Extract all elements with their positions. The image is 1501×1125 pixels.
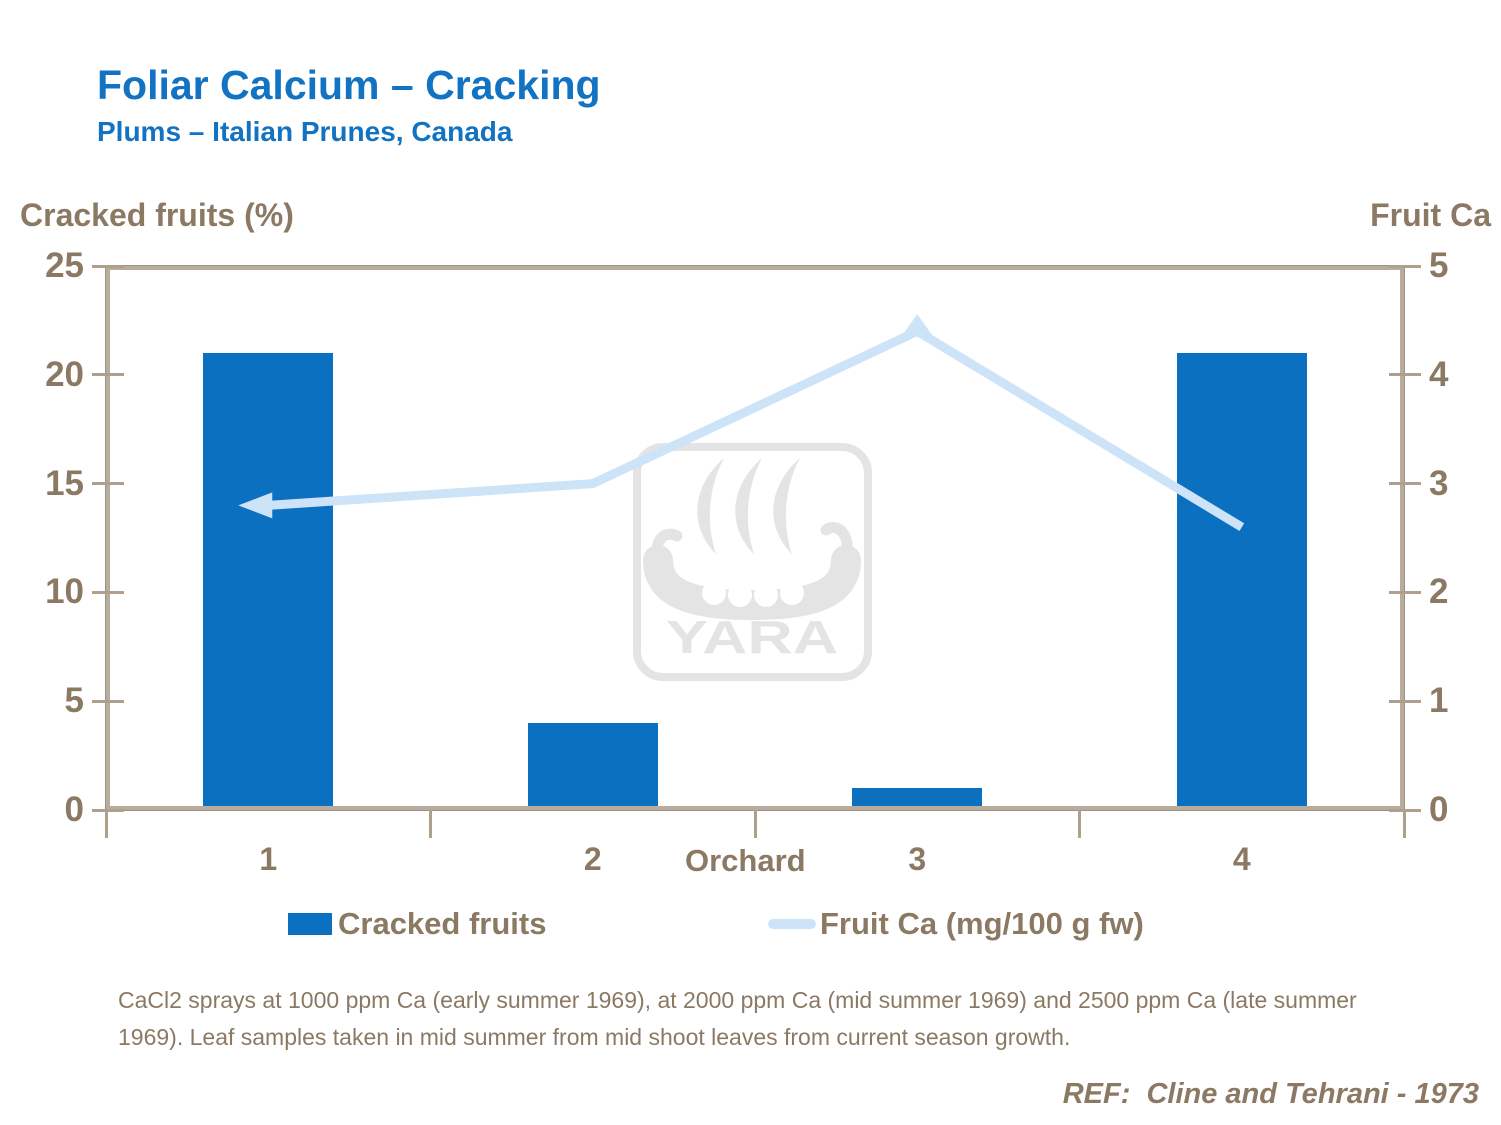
page-title: Foliar Calcium – Cracking <box>97 62 601 108</box>
page-subtitle: Plums – Italian Prunes, Canada <box>97 116 513 147</box>
left-axis-tick <box>92 482 124 486</box>
x-axis-category-label: 4 <box>1232 841 1251 877</box>
bar-orchard-3 <box>852 788 983 810</box>
reference: REF: Cline and Tehrani - 1973 <box>1062 1078 1479 1110</box>
right-axis-tick-label: 2 <box>1429 572 1449 612</box>
bar-orchard-4 <box>1176 353 1307 810</box>
line-peak-marker <box>902 314 933 336</box>
right-axis-tick <box>1389 590 1421 594</box>
x-axis-tick <box>429 810 432 838</box>
fruit-ca-line-layer <box>238 314 1245 531</box>
left-axis-tick <box>92 699 124 703</box>
right-axis-tick-label: 5 <box>1429 246 1449 285</box>
x-axis-category-label: 2 <box>583 841 602 877</box>
right-axis-tick-label: 3 <box>1429 463 1449 503</box>
right-axis-tick <box>1389 482 1421 486</box>
yara-watermark: YARA <box>633 443 872 681</box>
x-axis-tick <box>104 810 108 838</box>
fruit-ca-line <box>267 326 1245 531</box>
fruit-ca-line-swatch <box>768 919 816 929</box>
cracked-fruits-swatch <box>288 913 332 935</box>
x-axis-category-label: 1 <box>259 841 278 877</box>
plot-area: YARA <box>106 266 1404 810</box>
left-axis-tick-label: 15 <box>45 463 84 503</box>
legend-item-cracked-fruits: Cracked fruits <box>288 906 546 942</box>
x-axis-category-label: 3 <box>908 841 927 877</box>
viking-ship-icon <box>643 458 861 621</box>
right-axis-title: Fruit Ca <box>1370 197 1491 233</box>
legend-label-fruit-ca: Fruit Ca (mg/100 g fw) <box>820 906 1144 941</box>
x-axis-title: Orchard <box>685 843 806 878</box>
right-axis-tick <box>1389 699 1421 703</box>
footnote: CaCl2 sprays at 1000 ppm Ca (early summe… <box>118 987 1357 1050</box>
left-axis-tick-label: 0 <box>64 790 84 829</box>
left-axis-tick <box>92 590 124 594</box>
right-axis-tick <box>1389 373 1421 377</box>
left-axis-tick <box>92 373 124 377</box>
left-axis-tick-label: 25 <box>45 246 84 285</box>
left-axis-title: Cracked fruits (%) <box>20 197 294 233</box>
left-axis-tick <box>92 808 124 812</box>
x-axis-tick <box>753 810 757 838</box>
watermark-text: YARA <box>666 611 838 663</box>
x-axis-tick <box>1078 810 1081 838</box>
bar-orchard-2 <box>527 722 658 810</box>
right-axis-tick-label: 0 <box>1429 790 1449 829</box>
left-axis-tick <box>92 264 124 268</box>
watermark-frame <box>633 443 872 681</box>
legend-label-cracked-fruits: Cracked fruits <box>338 906 547 941</box>
left-axis-tick-label: 5 <box>64 681 84 721</box>
right-axis-tick-label: 4 <box>1429 354 1449 394</box>
right-axis-tick <box>1389 264 1421 268</box>
legend-item-fruit-ca: Fruit Ca (mg/100 g fw) <box>768 906 1144 942</box>
left-axis-tick-label: 20 <box>45 354 84 394</box>
left-axis-tick-label: 10 <box>45 572 84 612</box>
x-axis-tick <box>1402 810 1406 838</box>
right-axis-tick-label: 1 <box>1429 681 1449 721</box>
line-arrow-marker <box>238 492 273 519</box>
bar-orchard-1 <box>203 353 334 810</box>
